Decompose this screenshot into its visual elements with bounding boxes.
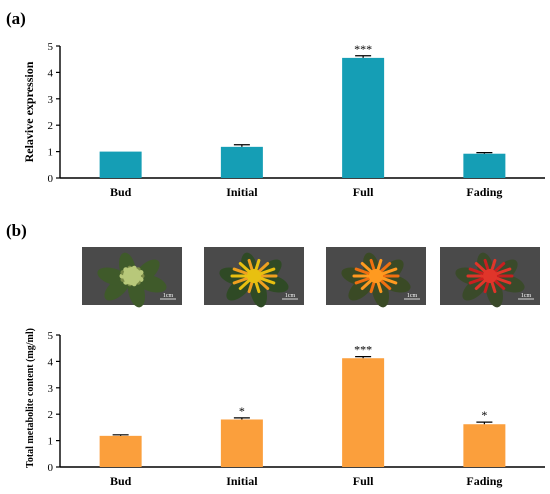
- bud-flower-photo: 1cm: [82, 247, 182, 308]
- chart-a-category-label: Bud: [110, 185, 132, 199]
- chart-a-category-label: Initial: [226, 185, 258, 199]
- chart-a-category-label: Full: [353, 185, 374, 199]
- chart-b-category-label: Fading: [466, 474, 502, 488]
- chart-b-ytick-label: 0: [48, 462, 54, 474]
- chart-a-ytick-label: 4: [48, 67, 54, 79]
- chart-b-category-label: Full: [353, 474, 374, 488]
- flower-center: [483, 269, 497, 283]
- chart-b-ytick-label: 4: [48, 356, 54, 368]
- full-flower-photo: 1cm: [326, 247, 426, 308]
- chart-b-ytick-label: 1: [48, 436, 54, 448]
- chart-a-bar-full: [342, 57, 385, 178]
- chart-a-ytick-label: 5: [48, 41, 54, 53]
- chart-b-bar-full: [342, 358, 385, 467]
- flower-center: [123, 267, 141, 285]
- chart-a-ytick-label: 1: [48, 147, 54, 159]
- flower-photo-strip: 1cm 1cm 1cm 1cm: [82, 247, 540, 308]
- panel-a-label: (a): [6, 9, 26, 28]
- expression-chart: 0 1 2 3 4 5 Bud Initial *** Full Fading: [48, 41, 545, 199]
- scale-label: 1cm: [521, 293, 532, 299]
- flower-center: [247, 269, 261, 283]
- chart-b-ytick-label: 3: [48, 383, 54, 395]
- chart-b-bar-fading: [463, 424, 506, 467]
- chart-b-bar-bud: [99, 435, 142, 467]
- metabolite-chart: 0 1 2 3 4 5 Bud * Initial *** Full * Fading: [48, 330, 545, 488]
- chart-b-category-label: Bud: [110, 474, 132, 488]
- fading-flower-photo: 1cm: [440, 247, 540, 308]
- scale-label: 1cm: [285, 293, 296, 299]
- chart-b-category-label: Initial: [226, 474, 258, 488]
- panel-b-label: (b): [6, 221, 27, 240]
- scale-label: 1cm: [163, 293, 174, 299]
- chart-b-ylabel: Total metabolite content (mg/ml): [25, 328, 36, 468]
- chart-b-significance: *: [239, 404, 245, 418]
- chart-a-ytick-label: 2: [48, 120, 54, 132]
- chart-b-significance: ***: [354, 343, 372, 357]
- chart-a-ylabel: Relavive expression: [22, 61, 36, 162]
- chart-a-significance: ***: [354, 42, 372, 56]
- initial-flower-photo: 1cm: [204, 247, 304, 308]
- chart-b-bar-initial: [220, 419, 263, 467]
- chart-a-bar-fading: [463, 153, 506, 178]
- chart-a-ytick-label: 0: [48, 173, 54, 185]
- flower-center: [369, 269, 383, 283]
- chart-b-significance: *: [481, 408, 487, 422]
- chart-a-bar-initial: [220, 146, 263, 178]
- chart-b-ytick-label: 2: [48, 409, 54, 421]
- chart-b-ytick-label: 5: [48, 330, 54, 342]
- scale-label: 1cm: [407, 293, 418, 299]
- chart-a-category-label: Fading: [466, 185, 502, 199]
- chart-a-ytick-label: 3: [48, 94, 54, 106]
- chart-a-bar-bud: [99, 151, 142, 178]
